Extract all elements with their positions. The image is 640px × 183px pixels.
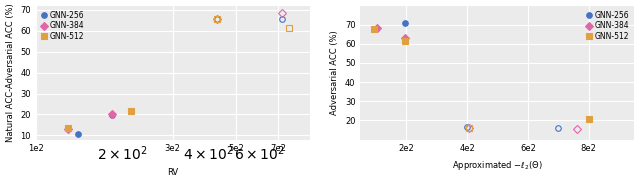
Legend: GNN-256, GNN-384, GNN-512: GNN-256, GNN-384, GNN-512	[584, 9, 630, 42]
Y-axis label: Adversarial ACC (%): Adversarial ACC (%)	[330, 30, 339, 115]
X-axis label: Approximated $-\ell_2(\Theta)$: Approximated $-\ell_2(\Theta)$	[452, 159, 543, 172]
Legend: GNN-256, GNN-384, GNN-512: GNN-256, GNN-384, GNN-512	[40, 9, 86, 42]
X-axis label: RV: RV	[167, 168, 178, 178]
Y-axis label: Natural ACC-Adversarial ACC (%): Natural ACC-Adversarial ACC (%)	[6, 3, 15, 142]
